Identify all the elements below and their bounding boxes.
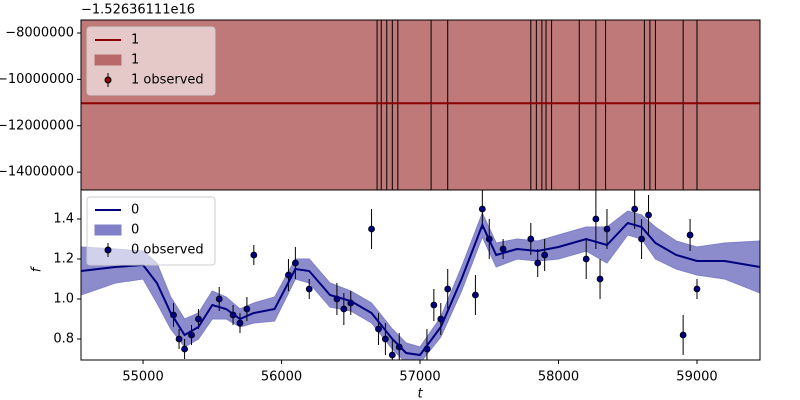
observation [499, 245, 507, 253]
plot-area [81, 20, 760, 190]
observation [472, 291, 479, 299]
observation [444, 285, 452, 293]
confidence-band [81, 20, 760, 190]
legend-label: 0 [131, 203, 139, 218]
legend-box [86, 26, 216, 96]
observation [195, 315, 202, 323]
observation [381, 335, 389, 343]
observation [693, 285, 701, 293]
observation [541, 251, 549, 259]
observation [534, 259, 542, 267]
y-tick-label: −14000000 [0, 165, 74, 180]
x-tick-label: 58000 [538, 370, 579, 385]
observation [596, 275, 604, 283]
observation [291, 259, 299, 267]
x-axis-label: t [417, 387, 423, 400]
legend-label: 1 [131, 53, 139, 68]
observation [305, 285, 313, 293]
observation [236, 319, 244, 327]
legend-marker [104, 76, 112, 84]
y-tick-label: 1.0 [53, 292, 74, 307]
observation [243, 305, 251, 313]
y-tick-label: −10000000 [0, 72, 74, 87]
observation [686, 231, 694, 239]
legend-label: 0 [131, 223, 139, 238]
observation [340, 305, 348, 313]
observation [388, 351, 396, 359]
observation [375, 325, 382, 333]
y-tick-label: −8000000 [5, 25, 74, 40]
y-offset-label: −1.52636111e16 [81, 3, 195, 18]
observation [181, 345, 188, 353]
observation [175, 335, 183, 343]
observation [430, 301, 438, 309]
plot-area [81, 190, 760, 360]
legend-marker [104, 246, 112, 254]
observation [527, 235, 535, 243]
legend-label: 0 observed [131, 243, 204, 258]
observation [215, 295, 223, 303]
observation [250, 251, 258, 259]
legend-label: 1 [131, 33, 139, 48]
observation [631, 205, 639, 213]
legend-label: 1 observed [131, 73, 204, 88]
legend-box [86, 196, 216, 266]
observation [368, 225, 375, 233]
x-tick-label: 59000 [676, 370, 717, 385]
legend-patch [94, 224, 122, 236]
observation [679, 331, 687, 339]
y-tick-label: −12000000 [0, 118, 74, 133]
observation [478, 205, 486, 213]
observation [645, 211, 652, 219]
x-tick-label: 57000 [399, 370, 440, 385]
y-tick-label: 1.4 [53, 212, 74, 227]
mean-line [81, 221, 760, 357]
x-tick-label: 55000 [122, 370, 163, 385]
observation [582, 255, 590, 263]
y-tick-label: 1.2 [53, 252, 74, 267]
y-tick-label: 0.8 [53, 332, 74, 347]
x-tick-label: 56000 [261, 370, 302, 385]
observation [638, 235, 645, 243]
y-axis-label: f [30, 265, 45, 272]
legend-patch [94, 54, 122, 66]
observation [603, 225, 611, 233]
observation [592, 215, 600, 223]
